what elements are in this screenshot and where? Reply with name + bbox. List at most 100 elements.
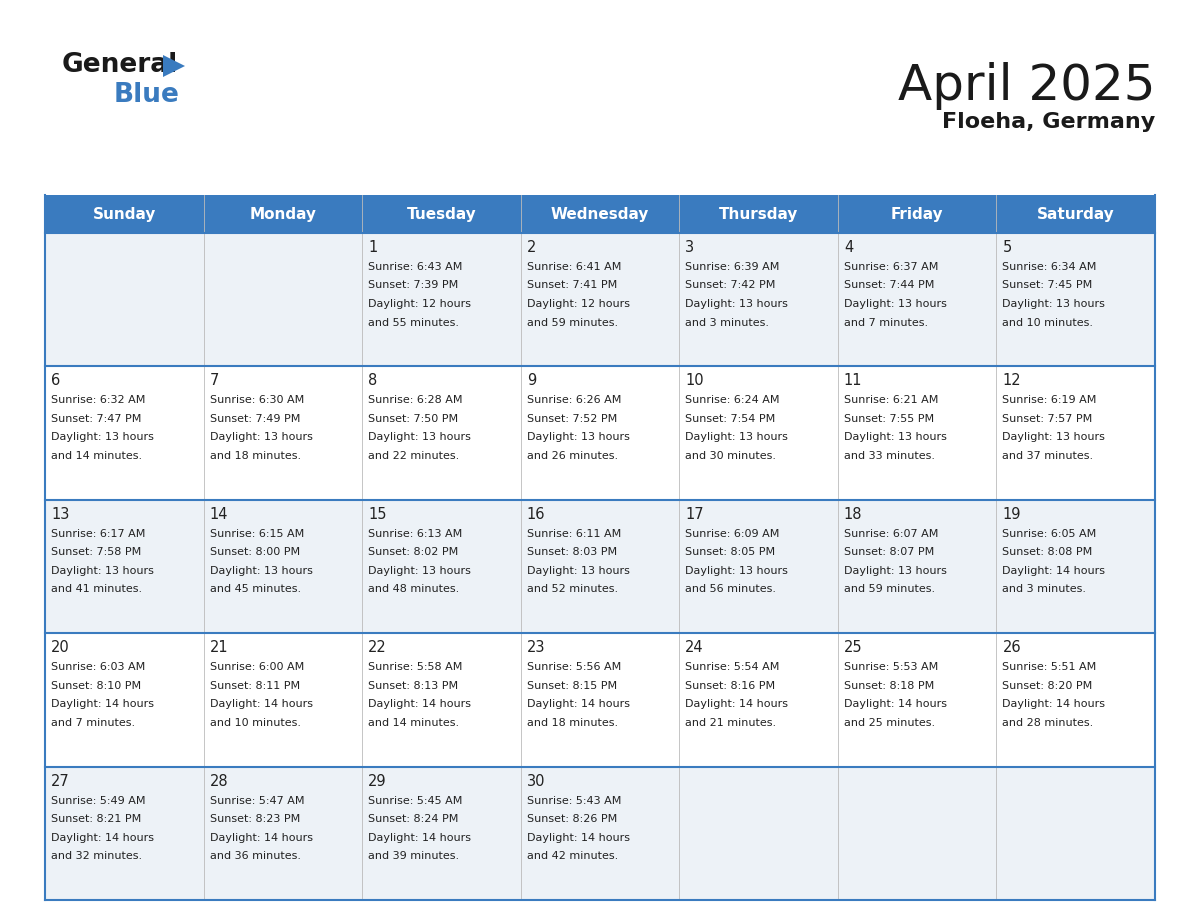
Text: and 3 minutes.: and 3 minutes. (685, 318, 770, 328)
Text: Sunrise: 5:43 AM: Sunrise: 5:43 AM (526, 796, 621, 806)
Text: and 56 minutes.: and 56 minutes. (685, 584, 776, 594)
Text: Sunset: 8:15 PM: Sunset: 8:15 PM (526, 681, 617, 690)
Text: and 59 minutes.: and 59 minutes. (843, 584, 935, 594)
Text: Sunset: 8:10 PM: Sunset: 8:10 PM (51, 681, 141, 690)
Text: Daylight: 13 hours: Daylight: 13 hours (51, 565, 154, 576)
Text: Saturday: Saturday (1037, 207, 1114, 221)
Text: Sunrise: 6:43 AM: Sunrise: 6:43 AM (368, 262, 462, 272)
Text: 15: 15 (368, 507, 386, 521)
Text: 21: 21 (209, 640, 228, 655)
Text: Daylight: 14 hours: Daylight: 14 hours (209, 833, 312, 843)
Text: Sunrise: 6:34 AM: Sunrise: 6:34 AM (1003, 262, 1097, 272)
Text: Daylight: 14 hours: Daylight: 14 hours (51, 700, 154, 710)
Text: 30: 30 (526, 774, 545, 789)
Bar (45, 499, 1155, 633)
Text: 3: 3 (685, 240, 695, 255)
Text: Friday: Friday (891, 207, 943, 221)
Text: and 7 minutes.: and 7 minutes. (51, 718, 135, 728)
Text: Daylight: 14 hours: Daylight: 14 hours (1003, 700, 1105, 710)
Text: 9: 9 (526, 374, 536, 388)
Text: Sunset: 8:16 PM: Sunset: 8:16 PM (685, 681, 776, 690)
Text: Sunrise: 6:09 AM: Sunrise: 6:09 AM (685, 529, 779, 539)
Text: Sunset: 8:11 PM: Sunset: 8:11 PM (209, 681, 299, 690)
Text: Sunset: 7:45 PM: Sunset: 7:45 PM (1003, 281, 1093, 290)
Text: Daylight: 13 hours: Daylight: 13 hours (843, 565, 947, 576)
Text: 13: 13 (51, 507, 69, 521)
Text: Sunset: 8:21 PM: Sunset: 8:21 PM (51, 814, 141, 824)
Text: Daylight: 14 hours: Daylight: 14 hours (368, 700, 472, 710)
Text: Sunset: 7:49 PM: Sunset: 7:49 PM (209, 414, 299, 424)
Text: 8: 8 (368, 374, 378, 388)
Text: Sunset: 7:55 PM: Sunset: 7:55 PM (843, 414, 934, 424)
Bar (997, 195, 1155, 233)
Text: Sunset: 7:58 PM: Sunset: 7:58 PM (51, 547, 141, 557)
Bar (838, 195, 997, 233)
Text: Daylight: 13 hours: Daylight: 13 hours (368, 432, 470, 442)
Text: Daylight: 12 hours: Daylight: 12 hours (368, 299, 472, 309)
Text: Sunset: 7:57 PM: Sunset: 7:57 PM (1003, 414, 1093, 424)
Text: Daylight: 13 hours: Daylight: 13 hours (685, 565, 788, 576)
Text: Blue: Blue (114, 82, 179, 108)
Text: Daylight: 14 hours: Daylight: 14 hours (209, 700, 312, 710)
Text: 28: 28 (209, 774, 228, 789)
Text: 23: 23 (526, 640, 545, 655)
Text: Wednesday: Wednesday (551, 207, 649, 221)
Text: 19: 19 (1003, 507, 1020, 521)
Text: and 33 minutes.: and 33 minutes. (843, 451, 935, 461)
Text: Sunset: 7:52 PM: Sunset: 7:52 PM (526, 414, 617, 424)
Text: 1: 1 (368, 240, 378, 255)
Bar (680, 195, 838, 233)
Text: Sunset: 7:41 PM: Sunset: 7:41 PM (526, 281, 617, 290)
Text: 10: 10 (685, 374, 704, 388)
Text: Daylight: 14 hours: Daylight: 14 hours (843, 700, 947, 710)
Text: Sunset: 8:02 PM: Sunset: 8:02 PM (368, 547, 459, 557)
Text: Sunrise: 6:24 AM: Sunrise: 6:24 AM (685, 396, 779, 406)
Text: Sunrise: 6:11 AM: Sunrise: 6:11 AM (526, 529, 621, 539)
Text: Sunrise: 6:15 AM: Sunrise: 6:15 AM (209, 529, 304, 539)
Text: Daylight: 13 hours: Daylight: 13 hours (685, 299, 788, 309)
Text: and 39 minutes.: and 39 minutes. (368, 851, 460, 861)
Text: and 28 minutes.: and 28 minutes. (1003, 718, 1094, 728)
Text: Sunrise: 5:54 AM: Sunrise: 5:54 AM (685, 662, 779, 672)
Text: Daylight: 13 hours: Daylight: 13 hours (209, 565, 312, 576)
Text: Sunrise: 6:00 AM: Sunrise: 6:00 AM (209, 662, 304, 672)
Text: 20: 20 (51, 640, 70, 655)
Text: Sunrise: 5:58 AM: Sunrise: 5:58 AM (368, 662, 462, 672)
Text: Sunset: 8:08 PM: Sunset: 8:08 PM (1003, 547, 1093, 557)
Text: Sunset: 7:44 PM: Sunset: 7:44 PM (843, 281, 934, 290)
Text: Sunset: 8:07 PM: Sunset: 8:07 PM (843, 547, 934, 557)
Text: Sunrise: 6:07 AM: Sunrise: 6:07 AM (843, 529, 939, 539)
Text: Daylight: 14 hours: Daylight: 14 hours (526, 833, 630, 843)
Text: 7: 7 (209, 374, 219, 388)
Text: Monday: Monday (249, 207, 316, 221)
Text: Sunrise: 6:32 AM: Sunrise: 6:32 AM (51, 396, 145, 406)
Bar (45, 233, 1155, 366)
Text: Sunrise: 5:51 AM: Sunrise: 5:51 AM (1003, 662, 1097, 672)
Bar (203, 195, 362, 233)
Text: Sunrise: 5:56 AM: Sunrise: 5:56 AM (526, 662, 621, 672)
Text: Daylight: 13 hours: Daylight: 13 hours (1003, 432, 1105, 442)
Text: Sunday: Sunday (93, 207, 156, 221)
Text: Sunrise: 6:03 AM: Sunrise: 6:03 AM (51, 662, 145, 672)
Text: Sunrise: 5:45 AM: Sunrise: 5:45 AM (368, 796, 462, 806)
Text: Daylight: 14 hours: Daylight: 14 hours (368, 833, 472, 843)
Text: Daylight: 13 hours: Daylight: 13 hours (526, 565, 630, 576)
Text: Daylight: 13 hours: Daylight: 13 hours (209, 432, 312, 442)
Text: Daylight: 13 hours: Daylight: 13 hours (526, 432, 630, 442)
Text: Sunset: 8:23 PM: Sunset: 8:23 PM (209, 814, 299, 824)
Text: 14: 14 (209, 507, 228, 521)
Text: Sunrise: 6:13 AM: Sunrise: 6:13 AM (368, 529, 462, 539)
Bar (45, 767, 1155, 900)
Bar (362, 195, 520, 233)
Text: and 32 minutes.: and 32 minutes. (51, 851, 143, 861)
Text: Tuesday: Tuesday (406, 207, 476, 221)
Text: Sunset: 7:54 PM: Sunset: 7:54 PM (685, 414, 776, 424)
Polygon shape (163, 55, 185, 77)
Text: Sunrise: 6:05 AM: Sunrise: 6:05 AM (1003, 529, 1097, 539)
Text: 27: 27 (51, 774, 70, 789)
Text: Sunrise: 5:47 AM: Sunrise: 5:47 AM (209, 796, 304, 806)
Text: and 26 minutes.: and 26 minutes. (526, 451, 618, 461)
Text: and 18 minutes.: and 18 minutes. (526, 718, 618, 728)
Text: Floeha, Germany: Floeha, Germany (942, 112, 1155, 132)
Text: 4: 4 (843, 240, 853, 255)
